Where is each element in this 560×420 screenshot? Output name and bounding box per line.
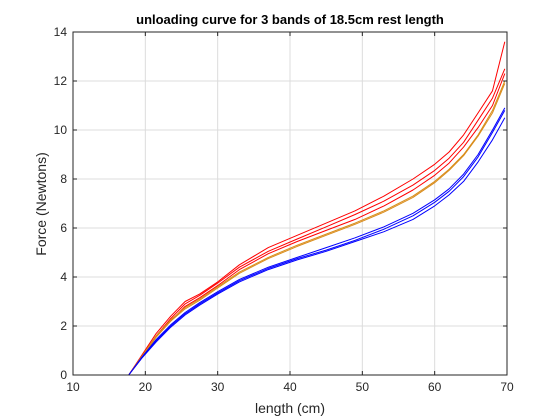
x-tick-label-4: 50	[356, 380, 370, 394]
y-tick-label-0: 0	[60, 368, 67, 382]
series-line-1	[128, 41, 506, 376]
y-tick-label-1: 2	[60, 319, 67, 333]
y-axis-label: Force (Newtons)	[33, 152, 49, 255]
x-axis-label: length (cm)	[255, 400, 325, 416]
y-tick-label-5: 10	[54, 123, 68, 137]
series-line-5	[128, 83, 506, 376]
x-tick-label-5: 60	[428, 380, 442, 394]
series-lines	[128, 41, 506, 376]
x-tick-label-6: 70	[500, 380, 514, 394]
y-tick-label-3: 6	[60, 221, 67, 235]
series-line-8	[128, 107, 506, 376]
y-tick-label-7: 14	[54, 25, 68, 39]
chart-title: unloading curve for 3 bands of 18.5cm re…	[136, 12, 444, 27]
series-line-7	[128, 117, 506, 376]
y-tick-label-6: 12	[54, 74, 68, 88]
tick-labels: 10 20 30 40 50 60 70 0 2 4 6 8 10 12 14	[54, 25, 514, 394]
x-tick-label-1: 20	[139, 380, 153, 394]
y-tick-label-4: 8	[60, 172, 67, 186]
x-tick-label-3: 40	[283, 380, 297, 394]
x-tick-label-0: 10	[66, 380, 80, 394]
series-line-4	[128, 80, 506, 376]
x-tick-label-2: 30	[211, 380, 225, 394]
grid	[72, 31, 508, 376]
series-line-2	[128, 68, 506, 376]
axes	[72, 31, 508, 376]
y-tick-label-2: 4	[60, 270, 67, 284]
series-line-6	[128, 110, 506, 376]
